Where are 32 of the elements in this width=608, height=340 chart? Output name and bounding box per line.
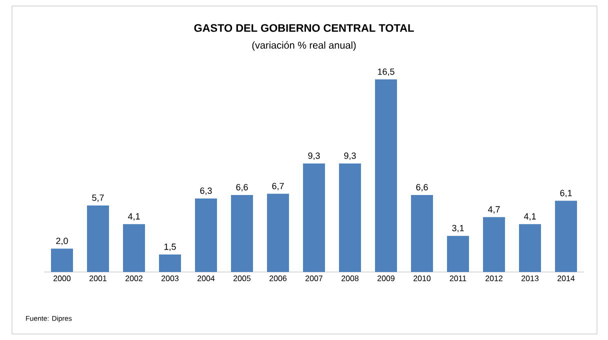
data-label: 4,1 xyxy=(524,213,536,221)
data-label: 6,1 xyxy=(560,190,572,198)
data-label: 6,6 xyxy=(416,184,428,192)
data-label: 1,5 xyxy=(164,244,176,251)
bar xyxy=(375,79,398,272)
data-label: 9,3 xyxy=(308,152,320,160)
bar xyxy=(447,236,470,272)
data-label: 5,7 xyxy=(92,194,104,202)
bar xyxy=(195,198,218,272)
data-label: 6,3 xyxy=(200,188,212,195)
bar xyxy=(267,194,290,272)
data-label: 4,1 xyxy=(128,213,140,221)
data-label: 16,5 xyxy=(378,68,394,76)
data-label: 9,3 xyxy=(344,152,356,160)
bar xyxy=(483,217,506,272)
bar xyxy=(411,194,434,272)
bar xyxy=(519,224,542,272)
bar xyxy=(159,254,182,272)
bar xyxy=(303,163,326,272)
bar xyxy=(51,248,74,272)
bar xyxy=(87,205,110,272)
bar xyxy=(231,194,254,272)
data-label: 4,7 xyxy=(488,206,500,214)
chart-subtitle: (variación % real anual) xyxy=(252,41,356,51)
data-label: 6,6 xyxy=(236,184,248,192)
data-label: 2,0 xyxy=(56,238,68,246)
data-label: 3,1 xyxy=(452,224,464,232)
chart-title: GASTO DEL GOBIERNO CENTRAL TOTAL xyxy=(194,24,414,32)
bar xyxy=(555,200,578,272)
bar xyxy=(123,224,146,272)
data-label: 6,7 xyxy=(272,182,284,190)
bar xyxy=(339,163,362,272)
